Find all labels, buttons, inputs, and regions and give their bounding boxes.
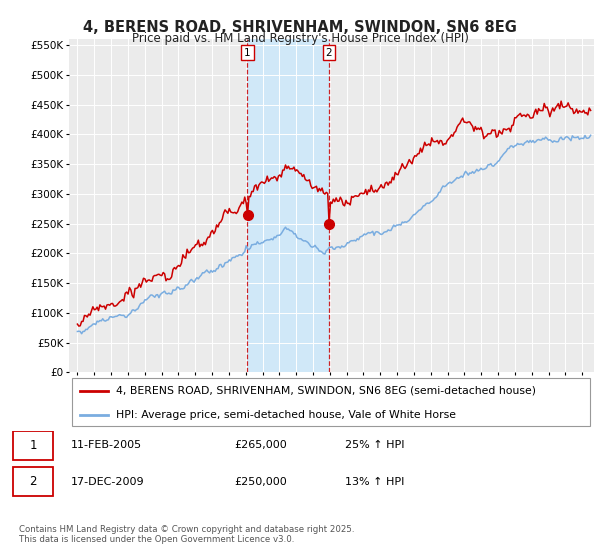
Text: £250,000: £250,000	[235, 477, 287, 487]
Text: Price paid vs. HM Land Registry's House Price Index (HPI): Price paid vs. HM Land Registry's House …	[131, 32, 469, 45]
Text: 4, BERENS ROAD, SHRIVENHAM, SWINDON, SN6 8EG (semi-detached house): 4, BERENS ROAD, SHRIVENHAM, SWINDON, SN6…	[116, 386, 536, 396]
Text: 2: 2	[29, 475, 37, 488]
Text: 1: 1	[29, 439, 37, 452]
FancyBboxPatch shape	[13, 431, 53, 460]
Text: 25% ↑ HPI: 25% ↑ HPI	[346, 440, 405, 450]
Text: 13% ↑ HPI: 13% ↑ HPI	[346, 477, 405, 487]
Text: 2: 2	[326, 48, 332, 58]
Text: HPI: Average price, semi-detached house, Vale of White Horse: HPI: Average price, semi-detached house,…	[116, 410, 456, 421]
Bar	[247, 39, 329, 372]
Text: 11-FEB-2005: 11-FEB-2005	[71, 440, 142, 450]
Text: 4, BERENS ROAD, SHRIVENHAM, SWINDON, SN6 8EG: 4, BERENS ROAD, SHRIVENHAM, SWINDON, SN6…	[83, 20, 517, 35]
Text: £265,000: £265,000	[235, 440, 287, 450]
Text: Contains HM Land Registry data © Crown copyright and database right 2025.
This d: Contains HM Land Registry data © Crown c…	[19, 525, 355, 544]
Text: 17-DEC-2009: 17-DEC-2009	[71, 477, 144, 487]
FancyBboxPatch shape	[13, 467, 53, 497]
FancyBboxPatch shape	[71, 379, 590, 426]
Text: 1: 1	[244, 48, 251, 58]
